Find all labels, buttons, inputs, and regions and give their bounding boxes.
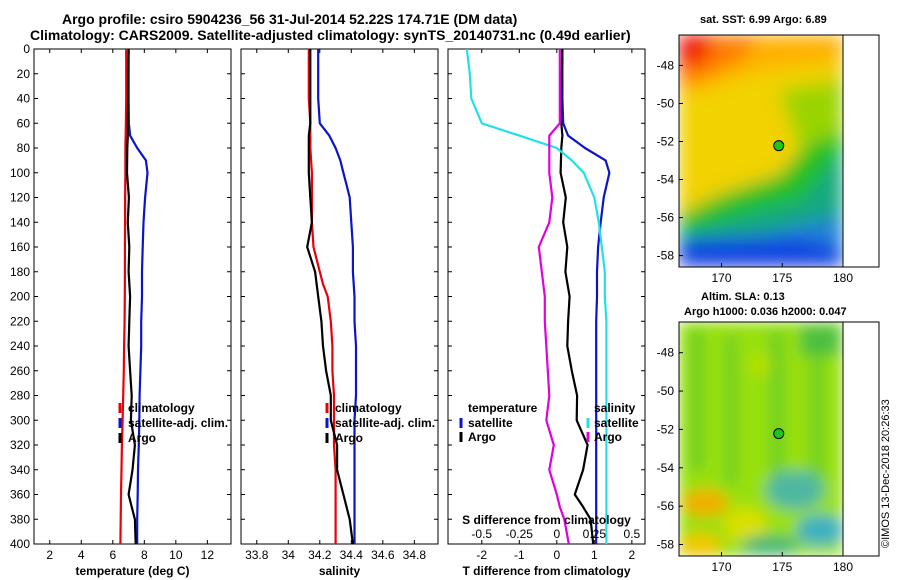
legend-label: Argo (468, 430, 496, 444)
y-tick-label: 400 (10, 537, 30, 551)
series-line-climatology (119, 49, 128, 545)
legend-label: satellite (468, 416, 513, 430)
x-tick-label: -1 (514, 548, 525, 562)
y-tick-label: 180 (10, 265, 30, 279)
x-tick-label: -2 (476, 548, 487, 562)
x-tick-label: 2 (46, 548, 53, 562)
top-tick-label: -0.25 (506, 527, 534, 541)
figure-title-line-2: Climatology: CARS2009. Satellite-adjuste… (30, 27, 631, 43)
top-tick-label: 0.25 (583, 527, 607, 541)
y-tick-label: 300 (10, 413, 30, 427)
x-axis-label: T difference from climatology (462, 564, 630, 578)
x-tick-label: 6 (109, 548, 116, 562)
x-tick-label: 1 (591, 548, 598, 562)
top-tick-label: 0.5 (624, 527, 641, 541)
legend-label: satellite-adj. clim. (128, 416, 228, 430)
y-tick-label: 140 (10, 215, 30, 229)
y-tick-label: 160 (10, 240, 30, 254)
y-tick-label: 280 (10, 389, 30, 403)
top-tick-label: -0.5 (471, 527, 492, 541)
x-tick-label: 34.2 (308, 548, 332, 562)
y-tick-label: 40 (17, 92, 31, 106)
imos-timestamp: ©IMOS 13-Dec-2018 20:26:33 (880, 399, 892, 548)
legend-label: Argo (594, 430, 622, 444)
x-axis-label: temperature (deg C) (75, 564, 189, 578)
x-tick-label: 8 (141, 548, 148, 562)
figure-title-line-1: Argo profile: csiro 5904236_56 31-Jul-20… (62, 11, 518, 27)
y-tick-label: 20 (17, 67, 31, 81)
salinity-panel (240, 48, 439, 545)
x-tick-label: 33.8 (245, 548, 269, 562)
y-tick-label: 240 (10, 339, 30, 353)
sst-map-title: sat. SST: 6.99 Argo: 6.89 (700, 14, 827, 26)
y-tick-label: 340 (10, 463, 30, 477)
x-axis-label-top: S difference from climatology (462, 513, 631, 527)
series-line-satellite-adj-clim- (317, 49, 358, 544)
y-tick-label: 60 (17, 116, 31, 130)
legend-title-salinity: salinity (594, 401, 636, 415)
y-tick-label: 360 (10, 488, 30, 502)
x-tick-label: 34.8 (403, 548, 427, 562)
top-tick-label: 0 (553, 527, 560, 541)
x-tick-label: 12 (201, 548, 215, 562)
sla-map-title-2: Argo h1000: 0.036 h2000: 0.047 (684, 306, 847, 318)
series-line-argo (125, 48, 137, 545)
x-axis-label: salinity (319, 564, 361, 578)
y-tick-label: 200 (10, 290, 30, 304)
x-tick-label: 34.4 (340, 548, 364, 562)
x-tick-label: 34 (282, 548, 296, 562)
legend-label: satellite (594, 416, 639, 430)
x-tick-label: 4 (78, 548, 85, 562)
legend-label: satellite-adj. clim. (335, 416, 435, 430)
legend-label: climatology (128, 401, 195, 415)
y-tick-label: 120 (10, 191, 30, 205)
series-line-t-satellite (561, 49, 611, 544)
series-line-s-argo (537, 49, 570, 545)
x-tick-label: 34.6 (371, 548, 395, 562)
legend-title-temperature: temperature (468, 401, 538, 415)
legend-label: Argo (128, 431, 156, 445)
series-line-climatology (307, 49, 337, 544)
x-tick-label: 2 (629, 548, 636, 562)
y-tick-label: 100 (10, 166, 30, 180)
y-tick-label: 80 (17, 141, 31, 155)
series-line-t-argo (559, 48, 595, 545)
y-tick-label: 320 (10, 438, 30, 452)
legend-label: climatology (335, 401, 402, 415)
x-tick-label: 0 (553, 548, 560, 562)
y-tick-label: 220 (10, 314, 30, 328)
x-tick-label: 10 (169, 548, 183, 562)
y-tick-label: 380 (10, 512, 30, 526)
y-tick-label: 260 (10, 364, 30, 378)
sla-map-title-1: Altim. SLA: 0.13 (701, 291, 785, 303)
y-tick-label: 0 (23, 42, 30, 56)
difference-panel (447, 48, 646, 545)
series-line-argo (306, 49, 354, 545)
series-line-s-satellite (465, 48, 608, 544)
legend-label: Argo (335, 431, 363, 445)
series-line-satellite-adj-clim- (127, 49, 149, 544)
